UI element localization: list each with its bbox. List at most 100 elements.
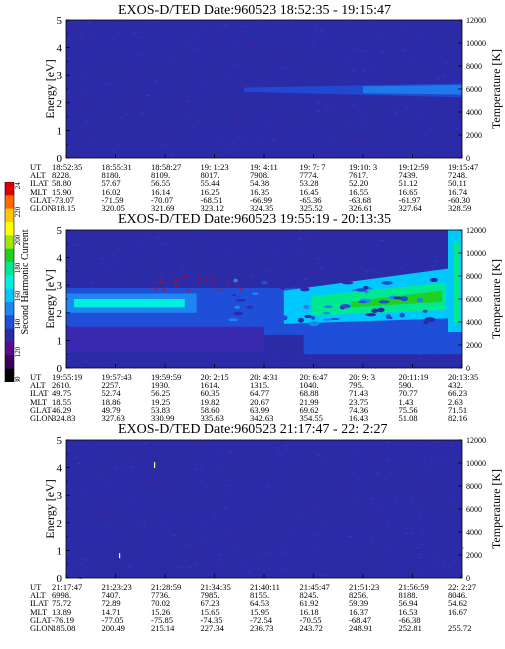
spectrogram-speckle: [87, 153, 89, 155]
colorbar-band: [5, 342, 14, 356]
spectrogram-speckle: [288, 29, 290, 31]
spectrogram-speckle: [222, 45, 226, 47]
spectrogram-speckle: [253, 283, 256, 285]
ephemeris-cell: 8109.: [151, 170, 171, 181]
spectrogram-speckle: [240, 25, 245, 27]
ephemeris-cell: 236.73: [250, 622, 274, 633]
spectrogram-speckle: [427, 269, 429, 271]
ephemeris-cell: 18.55: [52, 396, 72, 407]
spectrogram-speckle: [283, 67, 287, 69]
spectrogram-speckle: [228, 451, 232, 453]
spectrogram-speckle: [164, 144, 168, 145]
spectrogram-speckle: [351, 100, 353, 102]
spectrogram-speckle: [227, 282, 231, 284]
y-right-tick-label: 12000: [466, 436, 486, 445]
spectrogram-speckle: [317, 544, 321, 545]
spectrogram-speckle: [280, 151, 282, 153]
spectrogram-speckle: [237, 568, 240, 570]
spectrogram-speckle: [127, 566, 131, 568]
spectrogram-speckle: [309, 139, 311, 141]
spectrogram-speckle: [311, 245, 314, 246]
ephemeris-cell: -68.51: [200, 194, 223, 205]
spectrogram-speckle: [363, 118, 367, 120]
spectrogram-speckle: [314, 26, 318, 28]
spectrogram-speckle: [146, 94, 150, 96]
spectrogram-speckle: [84, 100, 88, 102]
spectrogram-speckle: [187, 115, 190, 117]
ephemeris-cell: 215.14: [151, 622, 175, 633]
spectrogram-speckle: [280, 546, 283, 548]
spectrogram-speckle: [135, 71, 140, 73]
spectrogram-speckle: [89, 41, 93, 43]
spectrogram-speckle: [435, 441, 437, 443]
spectrogram-speckle: [87, 534, 90, 536]
panel-1-spectrogram: 0 1 2 3 4 5 Energy [eV] 0 2000 4000 6000 8000 10000 1…: [43, 15, 503, 165]
ephemeris-cell: 15.95: [250, 606, 270, 617]
spectrogram-speckle: [92, 253, 96, 255]
spectrogram-speckle: [230, 353, 233, 355]
spectrogram-blob: [422, 309, 428, 313]
ephemeris-cell: 66.23: [448, 388, 468, 399]
y-axis-label: Energy [eV]: [43, 269, 57, 328]
spectrogram-speckle: [232, 53, 237, 55]
spectrogram-speckle: [394, 559, 397, 561]
spectrogram-speckle: [453, 560, 457, 562]
spectrogram-speckle: [181, 264, 186, 266]
spectrogram-speckle: [107, 485, 111, 487]
ephemeris-cell: 19: 1:23: [200, 162, 229, 172]
spectrogram-speckle: [187, 68, 191, 70]
spectrogram-field: [66, 440, 462, 578]
spectrogram-speckle: [375, 505, 378, 507]
spectrogram-speckle: [162, 281, 164, 283]
spectrogram-speckle: [151, 560, 154, 562]
spectrogram-band: [454, 241, 460, 324]
spectrogram-speckle: [349, 81, 352, 83]
ephemeris-cell: 1040.: [299, 380, 319, 391]
spectrogram-speckle: [89, 568, 91, 570]
spectrogram-speckle: [387, 487, 391, 489]
spectrogram-speckle: [383, 550, 387, 552]
spectrogram-speckle: [348, 61, 351, 63]
ephemeris-row-label: GLAT: [30, 404, 52, 415]
spectrogram-blob: [377, 307, 385, 313]
ephemeris-cell: 1930.: [151, 380, 171, 391]
spectrogram-speckle: [404, 108, 409, 110]
y-right-tick-label: 10000: [466, 249, 486, 258]
spectrogram-speckle: [214, 279, 218, 281]
colorbar-band: [5, 275, 14, 290]
spectrogram-speckle: [92, 37, 95, 39]
spectrogram-speckle: [216, 137, 220, 139]
spectrogram-speckle: [361, 60, 364, 62]
spectrogram-speckle: [429, 47, 433, 49]
spectrogram-speckle: [432, 474, 435, 476]
spectrogram-speckle: [326, 109, 330, 111]
spectrogram-speckle: [386, 146, 390, 148]
spectrogram-speckle: [217, 554, 222, 556]
spectrogram-speckle: [200, 548, 205, 550]
spectrogram-speckle: [454, 142, 456, 144]
y-right-tick-label: 12000: [466, 16, 486, 25]
spectrogram-speckle: [123, 121, 127, 123]
spectrogram-speckle: [251, 38, 254, 40]
spectrogram-speckle: [385, 539, 387, 540]
ephemeris-row-label: ILAT: [30, 598, 49, 609]
spectrogram-speckle: [456, 540, 461, 542]
spectrogram-speckle: [180, 277, 183, 280]
spectrogram-blob: [424, 317, 436, 323]
spectrogram-speckle: [408, 61, 412, 63]
spectrogram-speckle: [449, 38, 452, 40]
y-right-tick-label: 10000: [466, 459, 486, 468]
spectrogram-blob: [234, 305, 240, 310]
spectrogram-speckle: [101, 116, 104, 118]
spectrogram-speckle: [81, 99, 85, 101]
spectrogram-speckle: [160, 243, 165, 245]
colorbar-tick-label: 200: [14, 234, 22, 245]
spectrogram-speckle: [380, 508, 384, 510]
colorbar-ticks: 80 120 140 160 180 200 220 240: [14, 182, 22, 382]
spectrogram-speckle: [112, 38, 115, 40]
spectrogram-speckle: [77, 96, 81, 98]
ephemeris-cell: 8046.: [448, 590, 468, 601]
spectrogram-speckle: [450, 360, 453, 362]
ephemeris-row-label: ALT: [30, 380, 46, 391]
spectrogram-blob: [355, 288, 368, 292]
